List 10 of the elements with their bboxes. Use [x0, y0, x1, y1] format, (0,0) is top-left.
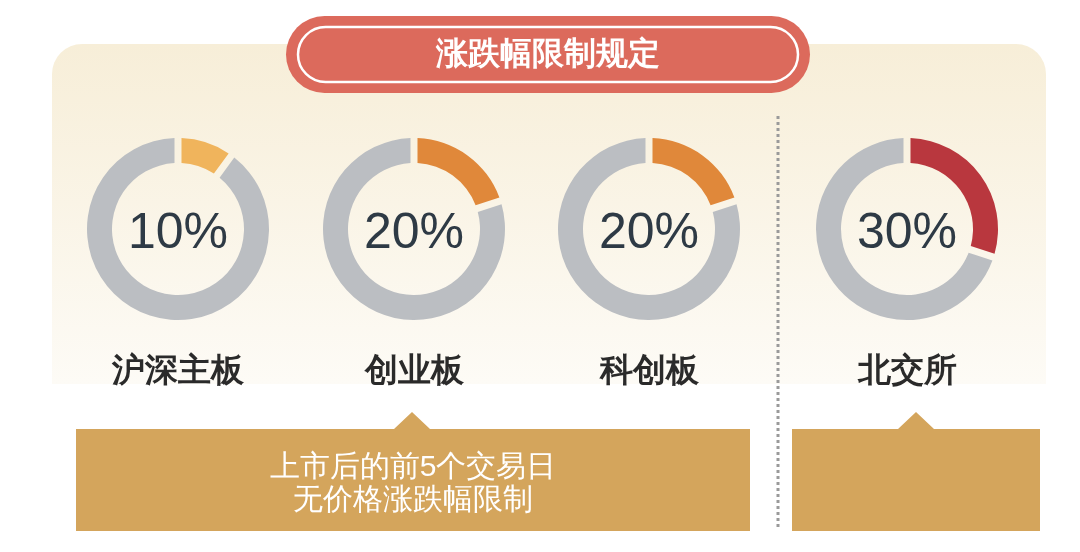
text: 10% [127, 203, 229, 259]
text: 沪深主板 [111, 351, 245, 388]
text: 20% [363, 203, 465, 259]
text: 创业板 [363, 351, 465, 388]
text: 北交所 [856, 351, 957, 388]
text: 上市后的前5个交易日无价格涨跌幅限制 [269, 448, 557, 515]
text: 20% [598, 203, 700, 259]
text: 30% [856, 203, 958, 259]
text: 涨跌幅限制规定 [435, 35, 660, 71]
text: 科创板 [598, 351, 700, 388]
